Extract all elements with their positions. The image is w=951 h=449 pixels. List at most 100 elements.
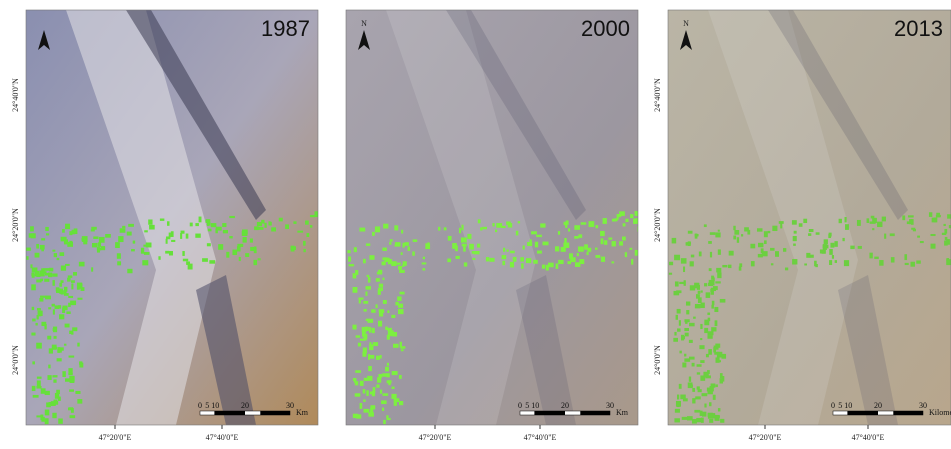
vegetation <box>536 235 542 237</box>
vegetation <box>26 256 28 260</box>
vegetation <box>74 228 78 234</box>
vegetation <box>387 328 392 331</box>
vegetation <box>704 328 708 333</box>
vegetation <box>867 218 870 223</box>
lon-label: 47°40'0"E <box>524 433 557 442</box>
vegetation <box>708 349 712 355</box>
vegetation <box>391 261 396 266</box>
vegetation <box>737 237 739 243</box>
vegetation <box>222 223 226 227</box>
vegetation <box>689 377 691 382</box>
vegetation <box>707 370 710 374</box>
vegetation <box>385 327 388 330</box>
vegetation <box>675 409 680 413</box>
vegetation <box>461 225 463 231</box>
vegetation <box>382 248 386 251</box>
north-label: N <box>683 19 689 28</box>
vegetation <box>209 260 215 264</box>
vegetation <box>496 223 502 228</box>
map-panel: 2000N47°20'0"E47°40'0"E05102030Km <box>346 10 642 442</box>
scale-tick: 30 <box>286 401 294 410</box>
vegetation <box>916 260 921 263</box>
vegetation <box>105 234 111 238</box>
vegetation <box>52 273 57 276</box>
vegetation <box>279 218 283 222</box>
vegetation <box>844 260 849 266</box>
vegetation <box>32 273 35 277</box>
vegetation <box>845 224 849 230</box>
vegetation <box>768 231 771 233</box>
vegetation <box>208 229 212 232</box>
vegetation <box>676 315 678 320</box>
vegetation <box>890 233 895 236</box>
vegetation <box>910 262 914 267</box>
vegetation <box>53 309 55 314</box>
vegetation <box>829 233 832 237</box>
vegetation <box>211 223 217 227</box>
vegetation <box>691 385 693 388</box>
vegetation <box>378 290 381 295</box>
vegetation <box>394 225 398 230</box>
vegetation <box>872 228 874 230</box>
vegetation <box>845 217 847 222</box>
vegetation <box>697 364 702 367</box>
vegetation <box>674 255 680 261</box>
vegetation <box>697 372 700 374</box>
vegetation <box>839 219 842 223</box>
vegetation <box>182 251 184 256</box>
vegetation <box>363 399 365 402</box>
vegetation <box>387 335 390 340</box>
vegetation <box>693 317 696 319</box>
vegetation <box>353 287 358 293</box>
lat-label: 24°0'0"N <box>11 345 20 375</box>
vegetation <box>438 227 440 231</box>
vegetation <box>611 261 614 263</box>
vegetation <box>403 261 407 266</box>
vegetation <box>250 238 253 242</box>
vegetation <box>382 261 385 263</box>
vegetation <box>710 289 713 292</box>
vegetation <box>363 301 368 304</box>
vegetation <box>578 246 584 251</box>
vegetation <box>558 260 563 264</box>
vegetation <box>393 344 399 348</box>
vegetation <box>477 244 480 248</box>
vegetation <box>495 230 497 233</box>
vegetation <box>708 241 712 244</box>
vegetation <box>367 275 370 277</box>
vegetation <box>372 328 375 333</box>
vegetation <box>492 223 494 226</box>
vegetation <box>347 250 350 253</box>
vegetation <box>369 327 371 333</box>
vegetation <box>555 246 559 251</box>
vegetation <box>36 244 39 249</box>
vegetation <box>711 327 716 331</box>
lon-label: 47°40'0"E <box>206 433 239 442</box>
vegetation <box>41 247 44 251</box>
vegetation <box>629 248 632 250</box>
vegetation <box>386 415 388 418</box>
vegetation <box>692 388 695 392</box>
vegetation <box>370 405 375 409</box>
vegetation <box>733 226 735 230</box>
vegetation <box>459 228 461 234</box>
vegetation <box>713 395 716 400</box>
vegetation <box>764 231 768 237</box>
vegetation <box>683 267 685 273</box>
vegetation <box>45 273 48 276</box>
vegetation <box>677 395 679 400</box>
north-label: N <box>361 19 367 28</box>
vegetation <box>711 383 716 387</box>
vegetation <box>444 227 447 230</box>
vegetation <box>52 250 55 252</box>
vegetation <box>39 314 42 316</box>
vegetation <box>195 223 199 226</box>
vegetation <box>60 252 65 256</box>
vegetation <box>503 248 505 252</box>
vegetation <box>681 258 687 263</box>
vegetation <box>699 252 702 257</box>
vegetation <box>383 420 386 424</box>
vegetation <box>71 283 73 289</box>
scale-tick: 10 <box>531 401 539 410</box>
vegetation <box>310 215 315 217</box>
